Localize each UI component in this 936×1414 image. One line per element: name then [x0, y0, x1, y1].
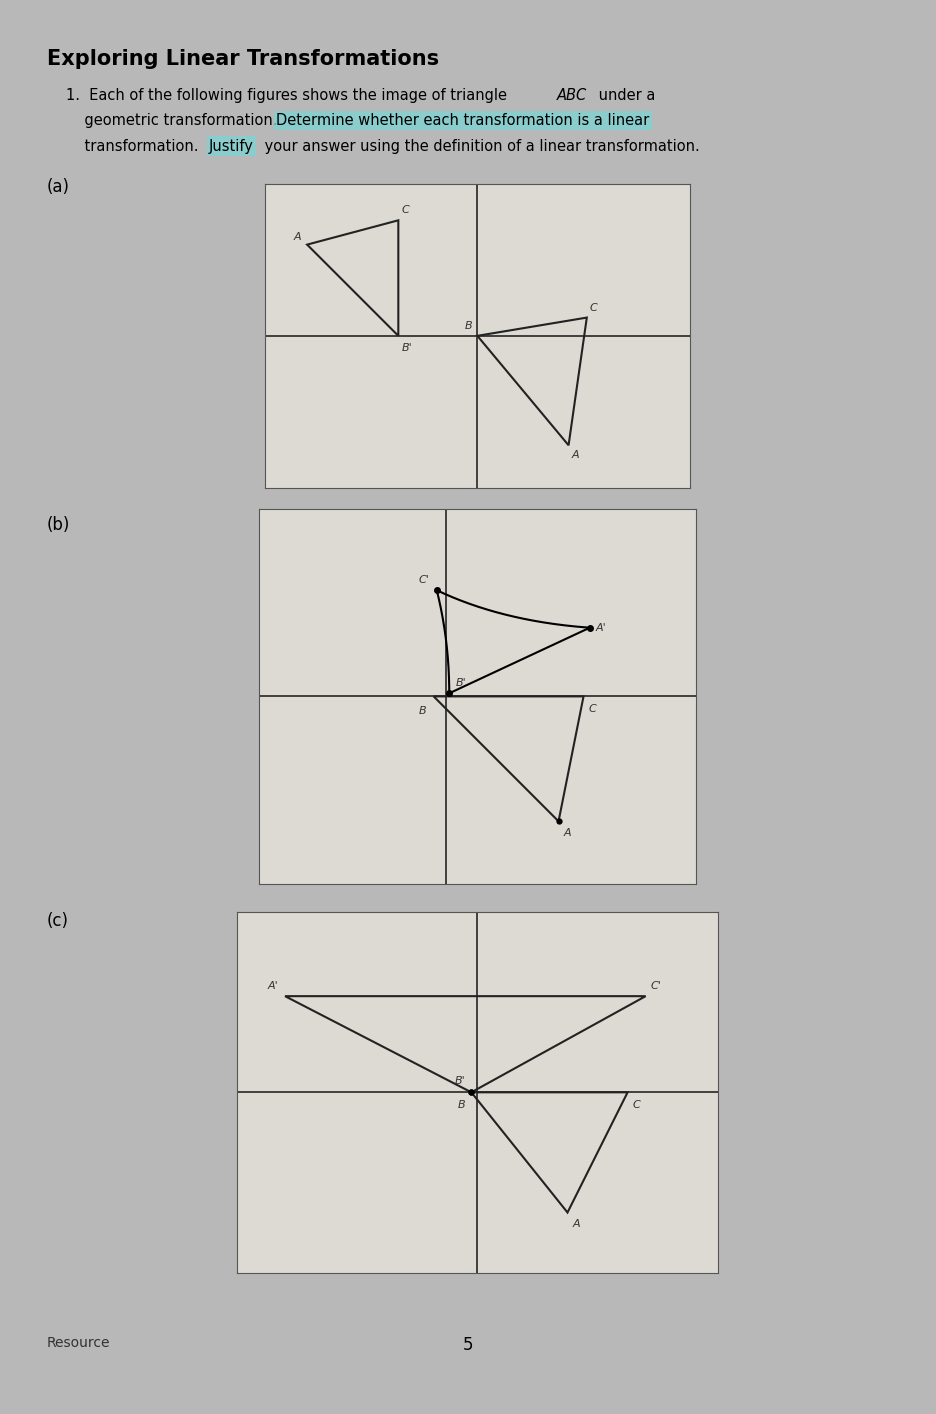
- Text: transformation.: transformation.: [66, 139, 203, 154]
- Text: ABC: ABC: [557, 88, 587, 103]
- Text: B': B': [455, 1076, 465, 1086]
- Text: 1.  Each of the following figures shows the image of triangle: 1. Each of the following figures shows t…: [66, 88, 511, 103]
- Text: C: C: [402, 205, 409, 215]
- Text: Determine whether each transformation is a linear: Determine whether each transformation is…: [276, 113, 650, 129]
- Text: A: A: [572, 450, 579, 460]
- Text: C: C: [633, 1100, 640, 1110]
- Text: B: B: [458, 1100, 465, 1110]
- Text: under a: under a: [594, 88, 656, 103]
- Text: (a): (a): [47, 178, 70, 197]
- Text: your answer using the definition of a linear transformation.: your answer using the definition of a li…: [260, 139, 700, 154]
- Text: Justify: Justify: [209, 139, 254, 154]
- Text: C': C': [418, 575, 430, 585]
- Text: Exploring Linear Transformations: Exploring Linear Transformations: [47, 49, 439, 69]
- Text: A: A: [563, 827, 571, 837]
- Text: B: B: [465, 321, 473, 331]
- Text: A': A': [267, 981, 278, 991]
- Text: C': C': [651, 981, 661, 991]
- Text: B': B': [456, 679, 466, 689]
- Text: A: A: [293, 232, 301, 242]
- Text: C: C: [589, 704, 596, 714]
- Text: Resource: Resource: [47, 1336, 110, 1350]
- Text: C: C: [590, 303, 597, 312]
- Text: geometric transformation.: geometric transformation.: [66, 113, 282, 129]
- Text: B': B': [402, 344, 412, 354]
- Text: (c): (c): [47, 912, 69, 930]
- Text: (b): (b): [47, 516, 70, 534]
- Text: 5: 5: [462, 1336, 474, 1355]
- Text: A: A: [572, 1219, 580, 1229]
- Text: B: B: [418, 706, 426, 715]
- Text: A': A': [596, 622, 607, 632]
